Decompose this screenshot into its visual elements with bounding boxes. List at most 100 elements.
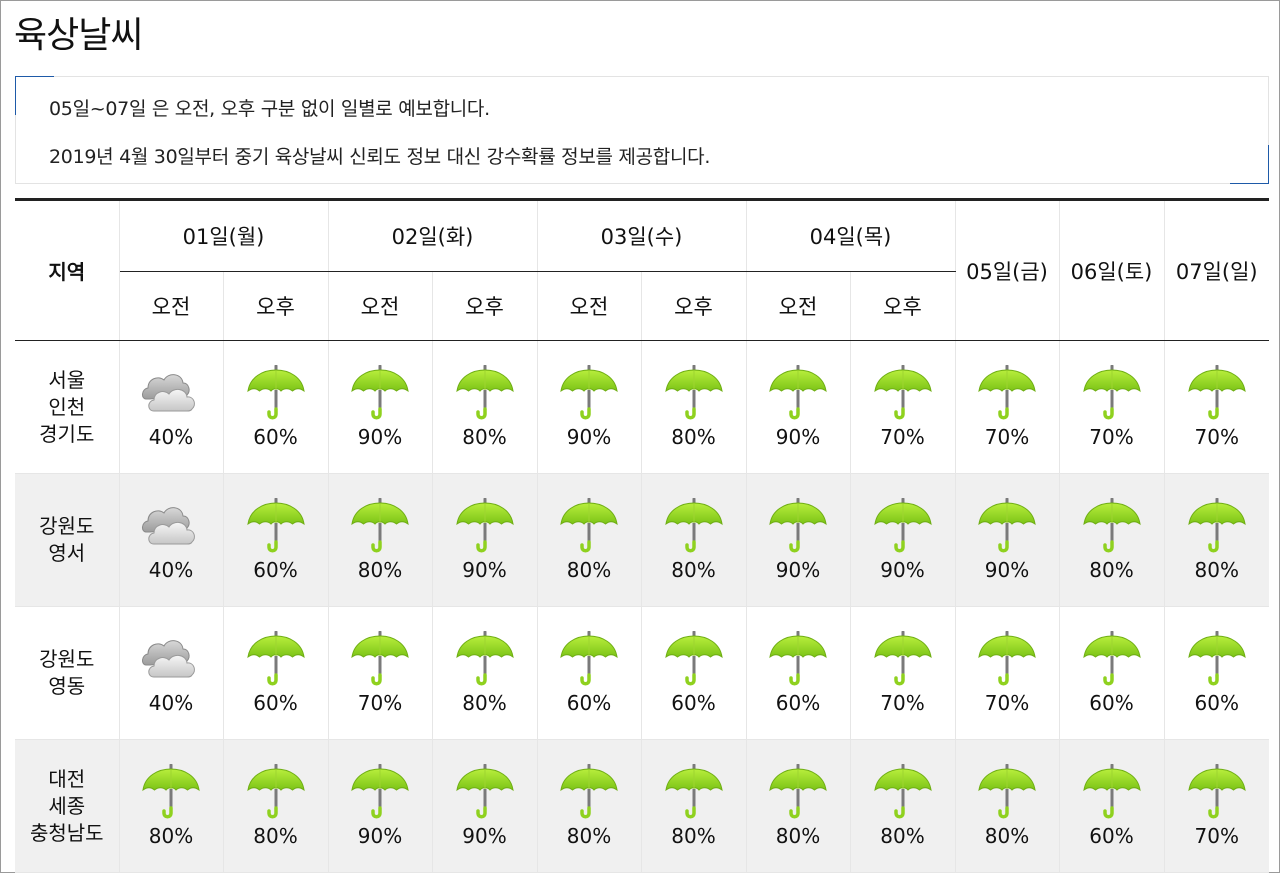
forecast-cell: 70% <box>1164 739 1269 873</box>
forecast-cell: 90% <box>746 340 851 474</box>
forecast-cell: 80% <box>955 739 1060 873</box>
forecast-cell: 80% <box>850 739 956 873</box>
precip-probability: 90% <box>984 558 1030 582</box>
forecast-cell: 80% <box>641 739 747 873</box>
pm-header: 오후 <box>641 271 747 341</box>
forecast-cell: 80% <box>537 739 642 873</box>
region-name-line: 강원도 <box>39 514 95 538</box>
forecast-cell: 80% <box>119 739 224 873</box>
precip-probability: 80% <box>148 824 194 848</box>
day-header: 06일(토) <box>1059 198 1165 341</box>
precip-probability: 40% <box>148 691 194 715</box>
day-header: 01일(월) <box>119 198 329 272</box>
forecast-cell: 90% <box>432 739 538 873</box>
precip-probability: 40% <box>148 425 194 449</box>
precip-probability: 90% <box>880 558 925 582</box>
precip-probability: 80% <box>984 824 1030 848</box>
precip-probability: 70% <box>1194 824 1239 848</box>
forecast-cell: 80% <box>432 340 538 474</box>
precip-probability: 70% <box>984 691 1030 715</box>
notice-box: 05일~07일 은 오전, 오후 구분 없이 일별로 예보합니다. 2019년 … <box>15 76 1269 184</box>
forecast-cell: 80% <box>1059 473 1165 607</box>
precip-probability: 60% <box>253 558 298 582</box>
precip-probability: 90% <box>462 824 507 848</box>
precip-probability: 60% <box>1089 824 1134 848</box>
region-name-line: 강원도 <box>39 647 95 671</box>
forecast-cell: 90% <box>328 739 433 873</box>
forecast-cell: 90% <box>850 473 956 607</box>
forecast-cell: 80% <box>432 606 538 740</box>
region-row: 강원도 영동 40% 60% 70% 80% 60% 60% 60% 70% 70% 60% 60% <box>15 606 1269 740</box>
precip-probability: 80% <box>880 824 925 848</box>
forecast-cell: 80% <box>1164 473 1269 607</box>
forecast-cell: 60% <box>1059 606 1165 740</box>
page-title: 육상날씨 <box>14 15 143 56</box>
forecast-cell: 40% <box>119 340 224 474</box>
region-name-line: 영동 <box>48 674 86 698</box>
precip-probability: 70% <box>1194 425 1239 449</box>
forecast-cell: 90% <box>746 473 851 607</box>
forecast-cell: 70% <box>1164 340 1269 474</box>
am-header: 오전 <box>746 271 851 341</box>
day-header: 05일(금) <box>955 198 1060 341</box>
forecast-table: 지역 01일(월) 02일(화) 03일(수) 04일(목) 05일(금) 06… <box>15 198 1269 873</box>
precip-probability: 90% <box>775 558 821 582</box>
precip-probability: 80% <box>671 824 716 848</box>
forecast-cell: 40% <box>119 606 224 740</box>
forecast-cell: 90% <box>328 340 433 474</box>
forecast-body: 서울 인천 경기도 40% 60% 90% 80% 90% 80% 90% 70% 70% 70% 70%… <box>15 340 1269 873</box>
precip-probability: 80% <box>253 824 298 848</box>
day-header: 04일(목) <box>746 198 956 272</box>
precip-probability: 60% <box>671 691 716 715</box>
forecast-cell: 60% <box>641 606 747 740</box>
precip-probability: 90% <box>566 425 612 449</box>
region-name-cell: 서울 인천 경기도 <box>15 340 120 474</box>
precip-probability: 90% <box>357 824 403 848</box>
forecast-cell: 60% <box>746 606 851 740</box>
precip-probability: 60% <box>775 691 821 715</box>
precip-probability: 40% <box>148 558 194 582</box>
precip-probability: 60% <box>1194 691 1239 715</box>
forecast-cell: 70% <box>850 340 956 474</box>
region-name-line: 서울 <box>48 367 86 392</box>
precip-probability: 80% <box>462 425 507 449</box>
precip-probability: 80% <box>566 558 612 582</box>
day-header: 03일(수) <box>537 198 747 272</box>
forecast-cell: 80% <box>641 340 747 474</box>
precip-probability: 80% <box>671 558 716 582</box>
day-header: 07일(일) <box>1164 198 1269 341</box>
precip-probability: 60% <box>253 425 298 449</box>
am-header: 오전 <box>537 271 642 341</box>
region-name-cell: 대전 세종 충청남도 <box>15 739 120 873</box>
day-header: 02일(화) <box>328 198 538 272</box>
precip-probability: 60% <box>1089 691 1134 715</box>
forecast-cell: 80% <box>328 473 433 607</box>
precip-probability: 80% <box>1089 558 1134 582</box>
region-name-line: 대전 <box>48 766 86 791</box>
precip-probability: 60% <box>566 691 612 715</box>
am-header: 오전 <box>119 271 224 341</box>
precip-probability: 70% <box>984 425 1030 449</box>
region-name-line: 세종 <box>48 793 86 818</box>
forecast-cell: 60% <box>1059 739 1165 873</box>
region-header: 지역 <box>15 198 120 341</box>
forecast-cell: 90% <box>432 473 538 607</box>
precip-probability: 80% <box>357 558 403 582</box>
precip-probability: 70% <box>357 691 403 715</box>
region-name-line: 영서 <box>48 541 86 565</box>
precip-probability: 80% <box>671 425 716 449</box>
region-row: 대전 세종 충청남도 80% 80% 90% 90% 80% 80% 80% 80% 80% 60% 70… <box>15 739 1269 873</box>
forecast-cell: 70% <box>955 606 1060 740</box>
pm-header: 오후 <box>850 271 956 341</box>
forecast-cell: 60% <box>223 606 329 740</box>
precip-probability: 80% <box>462 691 507 715</box>
forecast-cell: 80% <box>537 473 642 607</box>
forecast-cell: 40% <box>119 473 224 607</box>
notice-corner-bottom-right <box>1230 145 1269 184</box>
precip-probability: 90% <box>357 425 403 449</box>
forecast-table-wrap: 지역 01일(월) 02일(화) 03일(수) 04일(목) 05일(금) 06… <box>15 198 1269 873</box>
forecast-cell: 80% <box>746 739 851 873</box>
